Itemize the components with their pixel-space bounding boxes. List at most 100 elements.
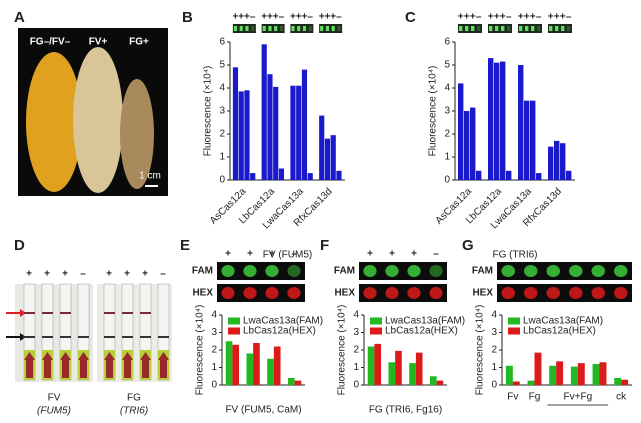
bar	[494, 62, 500, 181]
sign: +	[411, 249, 417, 260]
sign: +	[560, 12, 566, 23]
y-tick-label: 0	[211, 380, 217, 391]
gel-label: FAM	[334, 266, 355, 277]
cob	[120, 79, 154, 189]
gel-spot	[265, 287, 279, 299]
gel-spot	[308, 26, 312, 31]
gel-strip	[261, 24, 285, 33]
gel-label: HEX	[192, 288, 213, 299]
bar	[530, 100, 536, 180]
bar	[527, 380, 535, 385]
gel-label: FAM	[192, 266, 213, 277]
cob	[26, 52, 82, 192]
gel-spot	[537, 26, 541, 31]
y-tick-label: 1	[211, 362, 217, 373]
bar	[253, 343, 260, 385]
bar	[246, 353, 254, 385]
bar	[592, 364, 600, 385]
gel-strip	[458, 24, 482, 33]
sign: –	[336, 12, 342, 23]
bar	[548, 146, 554, 180]
sign: +	[470, 12, 476, 23]
bar	[261, 44, 267, 180]
sign: +	[548, 12, 554, 23]
bar	[395, 350, 402, 385]
bar	[307, 173, 313, 180]
bar	[549, 365, 557, 385]
gel-spot	[291, 26, 295, 31]
x-tick-label: Fv+Fg	[564, 392, 593, 403]
gel-spot	[407, 265, 421, 277]
sign: +	[494, 12, 500, 23]
gel-spot	[569, 265, 583, 277]
sign: +	[319, 12, 325, 23]
gel-spot	[546, 265, 560, 277]
gel-spot	[555, 26, 559, 31]
bar	[554, 140, 560, 180]
sign: +	[233, 12, 239, 23]
gel-spot	[221, 265, 235, 277]
x-axis-label: FG (TRI6, Fg16)	[369, 405, 442, 416]
gel-spot	[546, 287, 560, 299]
lane-sign: +	[106, 269, 112, 280]
caption: FV	[48, 393, 61, 404]
bar	[290, 85, 296, 180]
sign: –	[566, 12, 572, 23]
bar	[296, 85, 302, 180]
gel-spot	[331, 26, 335, 31]
bar	[566, 170, 572, 180]
y-tick-label: 3	[211, 327, 217, 338]
gel-spot	[363, 265, 377, 277]
gel-spot	[243, 265, 257, 277]
bar	[577, 363, 585, 385]
y-tick-label: 5	[444, 60, 450, 71]
y-tick-label: 3	[491, 327, 497, 338]
bar	[518, 65, 524, 180]
legend-swatch	[370, 327, 382, 335]
legend-label: LbCas12a(HEX)	[523, 326, 596, 337]
gel-spot	[507, 26, 511, 31]
bar	[232, 344, 240, 385]
lane-sign: +	[44, 269, 50, 280]
gel	[359, 262, 447, 280]
sign: +	[367, 249, 373, 260]
gel-spot	[459, 26, 463, 31]
sign: –	[279, 12, 285, 23]
y-tick-label: 3	[219, 106, 225, 117]
sign: +	[247, 249, 253, 260]
gel-spot	[501, 287, 515, 299]
gel-spot	[265, 265, 279, 277]
bar	[273, 86, 279, 180]
bar	[512, 381, 520, 385]
gel-spot	[262, 26, 266, 31]
bar	[225, 341, 233, 385]
lane-sign: –	[80, 269, 86, 280]
x-axis-label: FV (FUM5, CaM)	[225, 405, 301, 416]
y-tick-label: 1	[444, 152, 450, 163]
gel-label: FAM	[472, 266, 493, 277]
sign: +	[500, 12, 506, 23]
bar	[464, 111, 470, 180]
gel-spot	[614, 265, 628, 277]
gel	[359, 284, 447, 302]
bar	[505, 365, 513, 385]
pad-arrow	[78, 352, 89, 378]
sign: +	[518, 12, 524, 23]
gel-spot	[233, 26, 238, 31]
sign: +	[554, 12, 560, 23]
y-axis-label: Fluorescence (×10⁴)	[475, 305, 486, 396]
sign: –	[307, 12, 313, 23]
legend-swatch	[370, 317, 382, 325]
photo-label: FV+	[89, 37, 108, 48]
sign: +	[261, 12, 267, 23]
legend-label: LwaCas13a(FAM)	[385, 316, 465, 327]
y-tick-label: 0	[491, 380, 497, 391]
bar	[250, 173, 256, 180]
y-tick-label: 6	[444, 37, 450, 48]
sign: –	[536, 12, 542, 23]
bar	[267, 74, 273, 180]
x-axis-label: FV (FUM5)	[263, 250, 312, 261]
sign: –	[476, 12, 482, 23]
legend-swatch	[508, 327, 520, 335]
y-tick-label: 4	[444, 83, 450, 94]
